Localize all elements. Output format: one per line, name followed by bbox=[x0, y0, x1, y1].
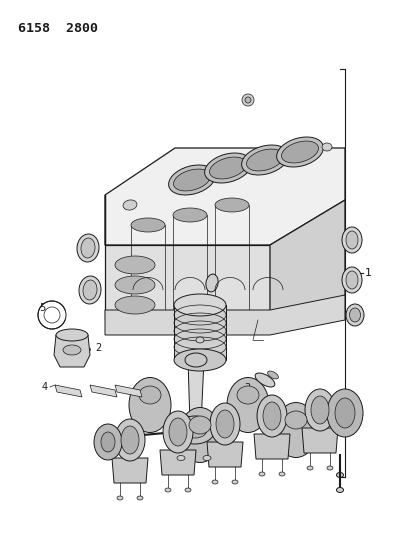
Ellipse shape bbox=[242, 145, 288, 175]
Polygon shape bbox=[188, 360, 204, 425]
Ellipse shape bbox=[137, 496, 143, 500]
Ellipse shape bbox=[277, 137, 324, 167]
Ellipse shape bbox=[346, 231, 358, 249]
Ellipse shape bbox=[215, 198, 249, 212]
Ellipse shape bbox=[337, 488, 344, 492]
Text: 4: 4 bbox=[42, 382, 48, 392]
Ellipse shape bbox=[117, 496, 123, 500]
Polygon shape bbox=[90, 385, 117, 397]
Ellipse shape bbox=[263, 402, 281, 430]
Polygon shape bbox=[55, 385, 82, 397]
Ellipse shape bbox=[63, 345, 81, 355]
Ellipse shape bbox=[255, 373, 275, 387]
Ellipse shape bbox=[174, 294, 226, 316]
Ellipse shape bbox=[203, 456, 211, 461]
Ellipse shape bbox=[56, 329, 88, 341]
Ellipse shape bbox=[177, 456, 185, 461]
Ellipse shape bbox=[179, 408, 221, 463]
Ellipse shape bbox=[123, 200, 137, 210]
Ellipse shape bbox=[311, 396, 329, 424]
Polygon shape bbox=[112, 458, 148, 483]
Ellipse shape bbox=[259, 472, 265, 476]
Ellipse shape bbox=[216, 410, 234, 438]
Ellipse shape bbox=[169, 418, 187, 446]
Ellipse shape bbox=[268, 371, 278, 379]
Ellipse shape bbox=[79, 276, 101, 304]
Ellipse shape bbox=[282, 141, 319, 163]
Polygon shape bbox=[302, 428, 338, 453]
Ellipse shape bbox=[196, 337, 204, 343]
Ellipse shape bbox=[174, 349, 226, 371]
Ellipse shape bbox=[346, 304, 364, 326]
Ellipse shape bbox=[115, 256, 155, 274]
Polygon shape bbox=[160, 450, 196, 475]
Ellipse shape bbox=[227, 377, 269, 432]
Ellipse shape bbox=[232, 480, 238, 484]
Ellipse shape bbox=[342, 227, 362, 253]
Ellipse shape bbox=[257, 395, 287, 437]
Polygon shape bbox=[254, 434, 290, 459]
Text: 2: 2 bbox=[95, 343, 101, 353]
Ellipse shape bbox=[185, 488, 191, 492]
Ellipse shape bbox=[335, 398, 355, 428]
Circle shape bbox=[242, 94, 254, 106]
Ellipse shape bbox=[189, 416, 211, 434]
Ellipse shape bbox=[129, 377, 171, 432]
Text: 3: 3 bbox=[244, 383, 250, 393]
Ellipse shape bbox=[237, 386, 259, 404]
Ellipse shape bbox=[337, 472, 344, 478]
Ellipse shape bbox=[327, 389, 363, 437]
Ellipse shape bbox=[305, 389, 335, 431]
Polygon shape bbox=[105, 295, 345, 335]
Polygon shape bbox=[105, 195, 270, 320]
Ellipse shape bbox=[175, 416, 215, 444]
Ellipse shape bbox=[212, 480, 218, 484]
Ellipse shape bbox=[131, 218, 165, 232]
Ellipse shape bbox=[115, 296, 155, 314]
Polygon shape bbox=[207, 442, 243, 467]
Ellipse shape bbox=[285, 411, 307, 429]
Ellipse shape bbox=[210, 157, 246, 179]
Polygon shape bbox=[270, 200, 345, 320]
Ellipse shape bbox=[94, 424, 122, 460]
Ellipse shape bbox=[204, 153, 251, 183]
Ellipse shape bbox=[121, 426, 139, 454]
Ellipse shape bbox=[246, 149, 284, 171]
Ellipse shape bbox=[210, 403, 240, 445]
Polygon shape bbox=[54, 335, 90, 367]
Ellipse shape bbox=[173, 169, 211, 191]
Ellipse shape bbox=[275, 402, 317, 457]
Ellipse shape bbox=[322, 143, 332, 151]
Ellipse shape bbox=[101, 432, 115, 452]
Text: 5: 5 bbox=[39, 303, 45, 313]
Text: 1: 1 bbox=[365, 268, 372, 278]
Ellipse shape bbox=[183, 422, 207, 438]
Ellipse shape bbox=[185, 353, 207, 367]
Ellipse shape bbox=[115, 419, 145, 461]
Ellipse shape bbox=[77, 234, 99, 262]
Ellipse shape bbox=[279, 472, 285, 476]
Ellipse shape bbox=[139, 386, 161, 404]
Ellipse shape bbox=[169, 165, 215, 195]
Polygon shape bbox=[105, 148, 345, 245]
Text: 6158  2800: 6158 2800 bbox=[18, 22, 98, 35]
Ellipse shape bbox=[163, 411, 193, 453]
Circle shape bbox=[245, 97, 251, 103]
Ellipse shape bbox=[173, 208, 207, 222]
Ellipse shape bbox=[342, 267, 362, 293]
Polygon shape bbox=[115, 385, 142, 397]
Ellipse shape bbox=[307, 466, 313, 470]
Ellipse shape bbox=[350, 308, 361, 322]
Ellipse shape bbox=[83, 280, 97, 300]
Ellipse shape bbox=[81, 238, 95, 258]
Ellipse shape bbox=[327, 466, 333, 470]
Ellipse shape bbox=[115, 276, 155, 294]
Ellipse shape bbox=[346, 271, 358, 289]
Ellipse shape bbox=[206, 274, 218, 292]
Polygon shape bbox=[174, 305, 226, 360]
Ellipse shape bbox=[165, 488, 171, 492]
